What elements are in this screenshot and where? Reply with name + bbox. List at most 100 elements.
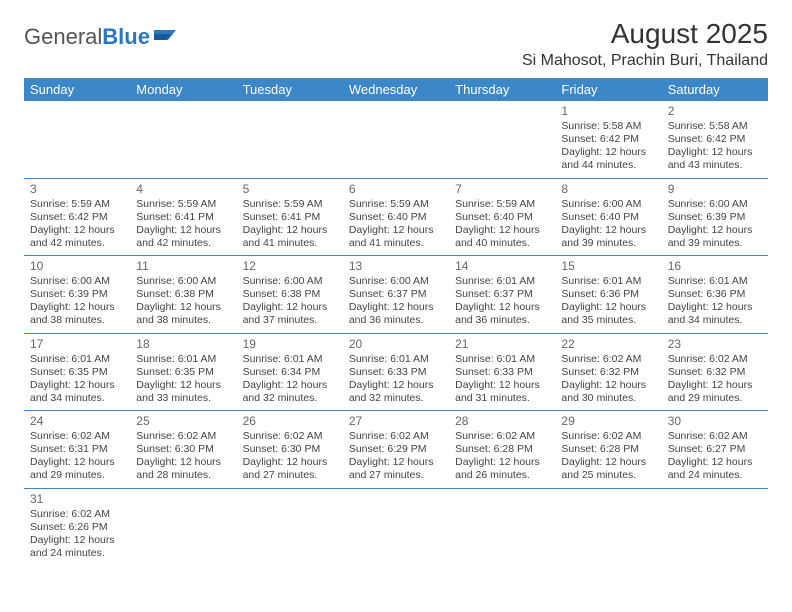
- daylight2-text: and 36 minutes.: [455, 314, 549, 327]
- sunrise-text: Sunrise: 6:01 AM: [455, 353, 549, 366]
- sunrise-text: Sunrise: 6:02 AM: [349, 430, 443, 443]
- calendar-day-cell: 29Sunrise: 6:02 AMSunset: 6:28 PMDayligh…: [555, 411, 661, 489]
- daylight2-text: and 40 minutes.: [455, 237, 549, 250]
- calendar-week-row: 17Sunrise: 6:01 AMSunset: 6:35 PMDayligh…: [24, 333, 768, 411]
- logo-text-general: General: [24, 24, 102, 50]
- daylight2-text: and 43 minutes.: [668, 159, 762, 172]
- calendar-day-cell: 16Sunrise: 6:01 AMSunset: 6:36 PMDayligh…: [662, 256, 768, 334]
- sunset-text: Sunset: 6:36 PM: [668, 288, 762, 301]
- daylight2-text: and 42 minutes.: [136, 237, 230, 250]
- daylight2-text: and 32 minutes.: [349, 392, 443, 405]
- calendar-day-cell: 31Sunrise: 6:02 AMSunset: 6:26 PMDayligh…: [24, 488, 130, 565]
- calendar-day-cell: 8Sunrise: 6:00 AMSunset: 6:40 PMDaylight…: [555, 178, 661, 256]
- daylight1-text: Daylight: 12 hours: [668, 301, 762, 314]
- location: Si Mahosot, Prachin Buri, Thailand: [522, 52, 768, 70]
- calendar-day-cell: 25Sunrise: 6:02 AMSunset: 6:30 PMDayligh…: [130, 411, 236, 489]
- day-number: 28: [455, 414, 549, 429]
- daylight2-text: and 29 minutes.: [668, 392, 762, 405]
- calendar-day-cell: 1Sunrise: 5:58 AMSunset: 6:42 PMDaylight…: [555, 101, 661, 178]
- calendar-day-cell: 27Sunrise: 6:02 AMSunset: 6:29 PMDayligh…: [343, 411, 449, 489]
- calendar-day-cell: 30Sunrise: 6:02 AMSunset: 6:27 PMDayligh…: [662, 411, 768, 489]
- sunset-text: Sunset: 6:37 PM: [455, 288, 549, 301]
- day-number: 13: [349, 259, 443, 274]
- calendar-week-row: 24Sunrise: 6:02 AMSunset: 6:31 PMDayligh…: [24, 411, 768, 489]
- logo-text-blue: Blue: [102, 24, 150, 50]
- sunset-text: Sunset: 6:42 PM: [30, 211, 124, 224]
- daylight1-text: Daylight: 12 hours: [349, 456, 443, 469]
- daylight1-text: Daylight: 12 hours: [243, 456, 337, 469]
- sunset-text: Sunset: 6:41 PM: [136, 211, 230, 224]
- sunrise-text: Sunrise: 5:59 AM: [30, 198, 124, 211]
- daylight1-text: Daylight: 12 hours: [455, 301, 549, 314]
- daylight2-text: and 29 minutes.: [30, 469, 124, 482]
- daylight1-text: Daylight: 12 hours: [30, 224, 124, 237]
- calendar-day-cell: 9Sunrise: 6:00 AMSunset: 6:39 PMDaylight…: [662, 178, 768, 256]
- sunrise-text: Sunrise: 5:59 AM: [455, 198, 549, 211]
- sunrise-text: Sunrise: 5:58 AM: [668, 120, 762, 133]
- calendar-day-cell: 4Sunrise: 5:59 AMSunset: 6:41 PMDaylight…: [130, 178, 236, 256]
- sunset-text: Sunset: 6:39 PM: [30, 288, 124, 301]
- daylight1-text: Daylight: 12 hours: [30, 379, 124, 392]
- sunrise-text: Sunrise: 6:01 AM: [243, 353, 337, 366]
- daylight1-text: Daylight: 12 hours: [561, 301, 655, 314]
- daylight1-text: Daylight: 12 hours: [561, 146, 655, 159]
- daylight1-text: Daylight: 12 hours: [455, 224, 549, 237]
- daylight1-text: Daylight: 12 hours: [455, 379, 549, 392]
- daylight1-text: Daylight: 12 hours: [136, 301, 230, 314]
- sunset-text: Sunset: 6:35 PM: [30, 366, 124, 379]
- sunrise-text: Sunrise: 6:00 AM: [136, 275, 230, 288]
- sunrise-text: Sunrise: 6:00 AM: [30, 275, 124, 288]
- daylight2-text: and 39 minutes.: [668, 237, 762, 250]
- daylight1-text: Daylight: 12 hours: [349, 379, 443, 392]
- daylight1-text: Daylight: 12 hours: [136, 456, 230, 469]
- day-header: Thursday: [449, 78, 555, 101]
- sunrise-text: Sunrise: 6:02 AM: [561, 430, 655, 443]
- sunrise-text: Sunrise: 6:01 AM: [455, 275, 549, 288]
- sunset-text: Sunset: 6:38 PM: [243, 288, 337, 301]
- sunset-text: Sunset: 6:40 PM: [561, 211, 655, 224]
- sunrise-text: Sunrise: 6:02 AM: [243, 430, 337, 443]
- sunrise-text: Sunrise: 5:59 AM: [136, 198, 230, 211]
- sunset-text: Sunset: 6:32 PM: [668, 366, 762, 379]
- calendar-day-cell: 7Sunrise: 5:59 AMSunset: 6:40 PMDaylight…: [449, 178, 555, 256]
- calendar-empty-cell: [237, 101, 343, 178]
- sunset-text: Sunset: 6:35 PM: [136, 366, 230, 379]
- sunrise-text: Sunrise: 6:01 AM: [30, 353, 124, 366]
- daylight1-text: Daylight: 12 hours: [30, 456, 124, 469]
- day-number: 23: [668, 337, 762, 352]
- daylight2-text: and 41 minutes.: [243, 237, 337, 250]
- daylight2-text: and 34 minutes.: [668, 314, 762, 327]
- sunrise-text: Sunrise: 6:01 AM: [136, 353, 230, 366]
- day-number: 24: [30, 414, 124, 429]
- sunrise-text: Sunrise: 6:02 AM: [561, 353, 655, 366]
- calendar-empty-cell: [449, 101, 555, 178]
- calendar-empty-cell: [24, 101, 130, 178]
- sunset-text: Sunset: 6:33 PM: [455, 366, 549, 379]
- calendar-day-cell: 5Sunrise: 5:59 AMSunset: 6:41 PMDaylight…: [237, 178, 343, 256]
- sunset-text: Sunset: 6:41 PM: [243, 211, 337, 224]
- sunset-text: Sunset: 6:39 PM: [668, 211, 762, 224]
- title-block: August 2025 Si Mahosot, Prachin Buri, Th…: [522, 18, 768, 70]
- sunset-text: Sunset: 6:30 PM: [136, 443, 230, 456]
- sunset-text: Sunset: 6:28 PM: [455, 443, 549, 456]
- calendar-day-cell: 3Sunrise: 5:59 AMSunset: 6:42 PMDaylight…: [24, 178, 130, 256]
- sunrise-text: Sunrise: 6:02 AM: [136, 430, 230, 443]
- day-number: 29: [561, 414, 655, 429]
- day-number: 9: [668, 182, 762, 197]
- day-number: 8: [561, 182, 655, 197]
- daylight1-text: Daylight: 12 hours: [668, 146, 762, 159]
- sunrise-text: Sunrise: 6:00 AM: [668, 198, 762, 211]
- day-header: Sunday: [24, 78, 130, 101]
- day-header: Friday: [555, 78, 661, 101]
- day-number: 15: [561, 259, 655, 274]
- calendar-day-cell: 24Sunrise: 6:02 AMSunset: 6:31 PMDayligh…: [24, 411, 130, 489]
- daylight2-text: and 37 minutes.: [243, 314, 337, 327]
- sunset-text: Sunset: 6:26 PM: [30, 521, 124, 534]
- calendar-day-cell: 2Sunrise: 5:58 AMSunset: 6:42 PMDaylight…: [662, 101, 768, 178]
- sunrise-text: Sunrise: 5:59 AM: [243, 198, 337, 211]
- sunrise-text: Sunrise: 5:58 AM: [561, 120, 655, 133]
- calendar-day-cell: 22Sunrise: 6:02 AMSunset: 6:32 PMDayligh…: [555, 333, 661, 411]
- sunset-text: Sunset: 6:34 PM: [243, 366, 337, 379]
- daylight2-text: and 24 minutes.: [30, 547, 124, 560]
- calendar-empty-cell: [343, 488, 449, 565]
